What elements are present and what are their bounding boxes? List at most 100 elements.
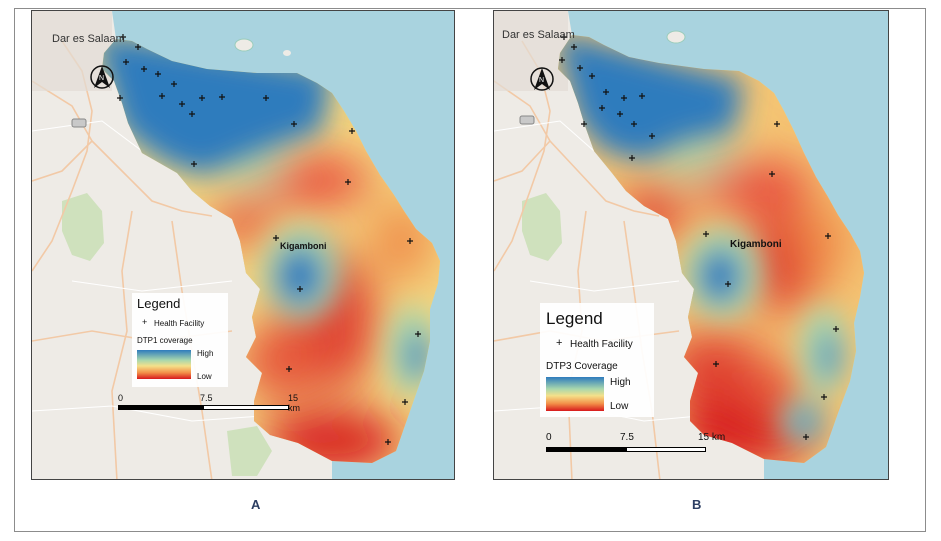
svg-text:N: N: [99, 75, 104, 82]
map-a-svg: N: [32, 11, 454, 479]
plus-marker-icon: [603, 89, 609, 95]
legend-high-label: High: [610, 377, 631, 388]
plus-marker-icon: [117, 95, 123, 101]
scale-tick-mid: 7.5: [200, 393, 213, 403]
map-panel-b: N Dar es Salaam Kigamboni Legend + Healt…: [493, 10, 889, 480]
plus-marker-icon: [639, 93, 645, 99]
scale-bar: 0 7.5 15 km: [546, 432, 726, 458]
legend-low-label: Low: [610, 401, 629, 412]
island: [234, 38, 254, 52]
scale-tick-end: 15 km: [698, 432, 726, 443]
plus-marker-icon: [141, 66, 147, 72]
plus-marker-icon: +: [142, 317, 148, 327]
road-shield: [71, 118, 87, 128]
scale-segment-black: [546, 447, 626, 452]
legend-facility-label: Health Facility: [570, 339, 633, 350]
legend-coverage-label: DTP1 coverage: [137, 336, 193, 345]
plus-marker-icon: [581, 121, 587, 127]
plus-marker-icon: [415, 331, 421, 337]
city-label: Dar es Salaam: [52, 33, 125, 45]
town-label: Kigamboni: [280, 241, 327, 251]
plus-marker-icon: [263, 95, 269, 101]
town-label: Kigamboni: [730, 239, 782, 250]
plus-marker-icon: [629, 155, 635, 161]
plus-marker-icon: [774, 121, 780, 127]
north-arrow-icon: N: [90, 65, 114, 89]
plus-marker-icon: [703, 231, 709, 237]
plus-marker-icon: [649, 133, 655, 139]
plus-marker-icon: [273, 235, 279, 241]
plus-marker-icon: [617, 111, 623, 117]
island: [283, 50, 291, 56]
legend-low-label: Low: [197, 372, 212, 381]
legend-facility-label: Health Facility: [154, 319, 205, 328]
minor-roads: [32, 120, 263, 422]
plus-marker-icon: [385, 439, 391, 445]
plus-marker-icon: [621, 95, 627, 101]
plus-marker-icon: [179, 101, 185, 107]
health-facility-markers: [559, 34, 839, 440]
plus-marker-icon: [123, 59, 129, 65]
color-ramp: [546, 377, 604, 411]
plus-marker-icon: [769, 171, 775, 177]
plus-marker-icon: [407, 238, 413, 244]
plus-marker-icon: [345, 179, 351, 185]
map-panel-a: N Dar es Salaam Kigamboni Legend + Healt…: [31, 10, 455, 480]
city-label: Dar es Salaam: [502, 29, 575, 41]
plus-marker-icon: [349, 128, 355, 134]
plus-marker-icon: [559, 57, 565, 63]
plus-marker-icon: [577, 65, 583, 71]
plus-marker-icon: [120, 34, 126, 40]
plus-marker-icon: [713, 361, 719, 367]
plus-marker-icon: [135, 44, 141, 50]
road-shield: [519, 115, 535, 125]
map-legend: Legend + Health Facility DTP3 Coverage H…: [540, 303, 654, 417]
plus-marker-icon: [297, 286, 303, 292]
plus-marker-icon: [833, 326, 839, 332]
svg-text:N: N: [539, 77, 544, 84]
plus-marker-icon: [155, 71, 161, 77]
plus-marker-icon: [191, 161, 197, 167]
plus-marker-icon: [821, 394, 827, 400]
scale-bar: 0 7.5 15 km: [118, 393, 308, 415]
legend-coverage-label: DTP3 Coverage: [546, 361, 618, 372]
plus-marker-icon: [631, 121, 637, 127]
plus-marker-icon: [171, 81, 177, 87]
scale-segment-black: [118, 405, 203, 410]
plus-marker-icon: [803, 434, 809, 440]
plus-marker-icon: [159, 93, 165, 99]
north-arrow-icon: N: [530, 67, 554, 91]
forest-patch: [62, 193, 104, 261]
plus-marker-icon: [825, 233, 831, 239]
scale-segment-white: [626, 447, 706, 452]
health-facility-markers: [117, 34, 421, 445]
legend-title: Legend: [546, 309, 603, 328]
plus-marker-icon: [571, 44, 577, 50]
plus-marker-icon: +: [556, 337, 563, 349]
scale-tick-0: 0: [118, 393, 124, 403]
plus-marker-icon: [561, 34, 567, 40]
forest-patch: [522, 193, 562, 261]
plus-marker-icon: [286, 366, 292, 372]
plus-marker-icon: [599, 105, 605, 111]
panel-label-a: A: [251, 497, 261, 512]
scale-tick-0: 0: [546, 432, 552, 443]
scale-tick-end: 15 km: [288, 393, 300, 413]
plus-marker-icon: [402, 399, 408, 405]
legend-title: Legend: [137, 296, 181, 311]
scale-segment-white: [203, 405, 289, 410]
plus-marker-icon: [291, 121, 297, 127]
island: [666, 30, 686, 44]
scale-tick-mid: 7.5: [620, 432, 634, 443]
plus-marker-icon: [219, 94, 225, 100]
forest-patch: [227, 426, 272, 476]
legend-high-label: High: [197, 349, 214, 358]
plus-marker-icon: [589, 73, 595, 79]
map-legend: Legend + Health Facility DTP1 coverage H…: [132, 293, 228, 387]
plus-marker-icon: [199, 95, 205, 101]
color-ramp: [137, 350, 191, 379]
plus-marker-icon: [725, 281, 731, 287]
plus-marker-icon: [189, 111, 195, 117]
panel-label-b: B: [692, 497, 702, 512]
mainland: [32, 11, 332, 479]
